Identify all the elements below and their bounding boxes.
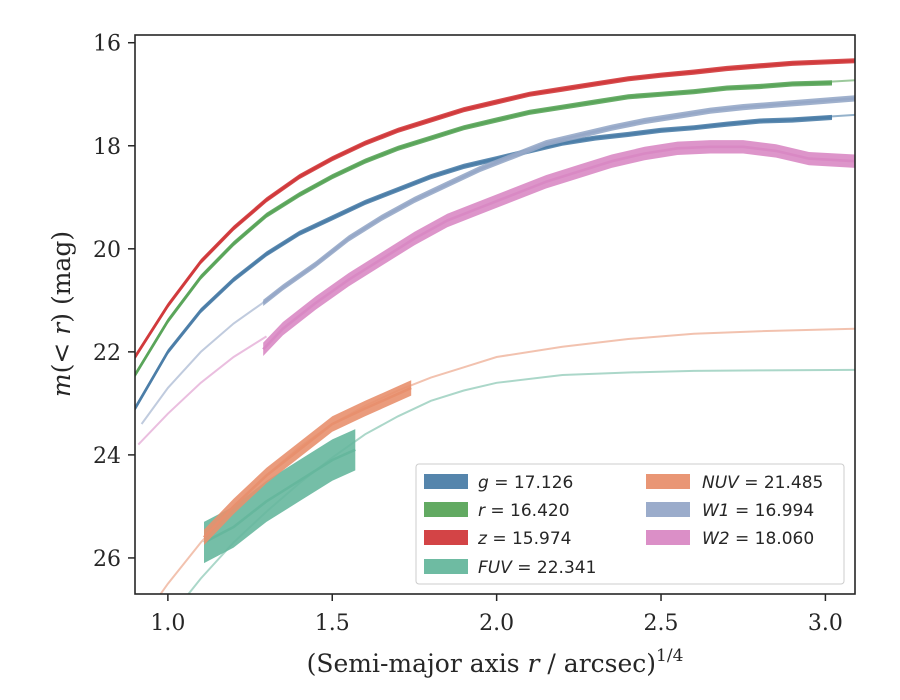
band-fuv [204, 429, 356, 564]
legend-box [415, 463, 845, 585]
legend-swatch-nuv [646, 474, 690, 489]
legend-label-fuv: FUV = 22.341 [478, 558, 596, 578]
legend-swatch-w2 [646, 530, 690, 545]
line-nuv [203, 386, 412, 539]
legend-label-r: r = 16.420 [478, 501, 570, 521]
y-tick-label: 22 [93, 341, 121, 366]
legend-swatch-g [424, 474, 468, 489]
band-w2 [263, 140, 855, 356]
legend: g = 17.126 r = 16.420 z = 15.974 FUV = 22.3… [415, 463, 845, 585]
legend-entry-fuv: FUV = 22.341 [424, 558, 596, 578]
x-tick-label: 3.0 [808, 611, 843, 636]
y-tick-label: 24 [93, 444, 121, 469]
x-axis-label: (Semi-major axis r / arcsec)1/4 [307, 646, 684, 678]
model-curve-fuv [187, 368, 855, 594]
legend-entry-z: z = 15.974 [424, 529, 571, 549]
legend-swatch-r [424, 502, 468, 517]
line-g [135, 116, 833, 410]
legend-swatch-z [424, 530, 468, 545]
line-w2 [262, 145, 855, 351]
legend-entry-nuv: NUV = 21.485 [646, 473, 823, 493]
y-tick-label: 16 [93, 32, 121, 57]
x-axis: 1.0 1.5 2.0 2.5 3.0 [150, 594, 843, 636]
x-tick-label: 1.0 [150, 611, 185, 636]
model-curve-w2 [137, 335, 268, 446]
band-w1 [263, 95, 855, 306]
line-w1 [262, 97, 855, 304]
legend-swatch-w1 [646, 502, 690, 517]
x-tick-label: 2.0 [479, 611, 514, 636]
y-axis-label: m(< r) (mag) [47, 231, 76, 397]
legend-entry-w2: W2 = 18.060 [646, 529, 814, 549]
legend-swatch-fuv [424, 559, 468, 574]
legend-label-g: g = 17.126 [478, 473, 573, 493]
x-tick-label: 1.5 [315, 611, 350, 636]
legend-label-w2: W2 = 18.060 [702, 529, 814, 549]
y-tick-label: 18 [93, 135, 121, 160]
y-axis: 16 18 20 22 24 26 [93, 32, 135, 572]
model-curve-w1 [140, 299, 268, 425]
line-z [135, 59, 855, 358]
legend-entry-g: g = 17.126 [424, 473, 573, 493]
plot-frame [134, 34, 856, 595]
legend-label-z: z = 15.974 [477, 529, 571, 549]
y-tick-label: 20 [93, 238, 121, 263]
legend-entry-w1: W1 = 16.994 [646, 501, 814, 521]
series-layer [135, 58, 855, 594]
x-tick-label: 2.5 [644, 611, 679, 636]
legend-label-nuv: NUV = 21.485 [702, 473, 823, 493]
legend-entry-r: r = 16.420 [424, 501, 570, 521]
line-fuv [203, 448, 356, 544]
legend-label-w1: W1 = 16.994 [702, 501, 814, 521]
line-r [135, 81, 833, 376]
y-tick-label: 26 [93, 547, 121, 572]
